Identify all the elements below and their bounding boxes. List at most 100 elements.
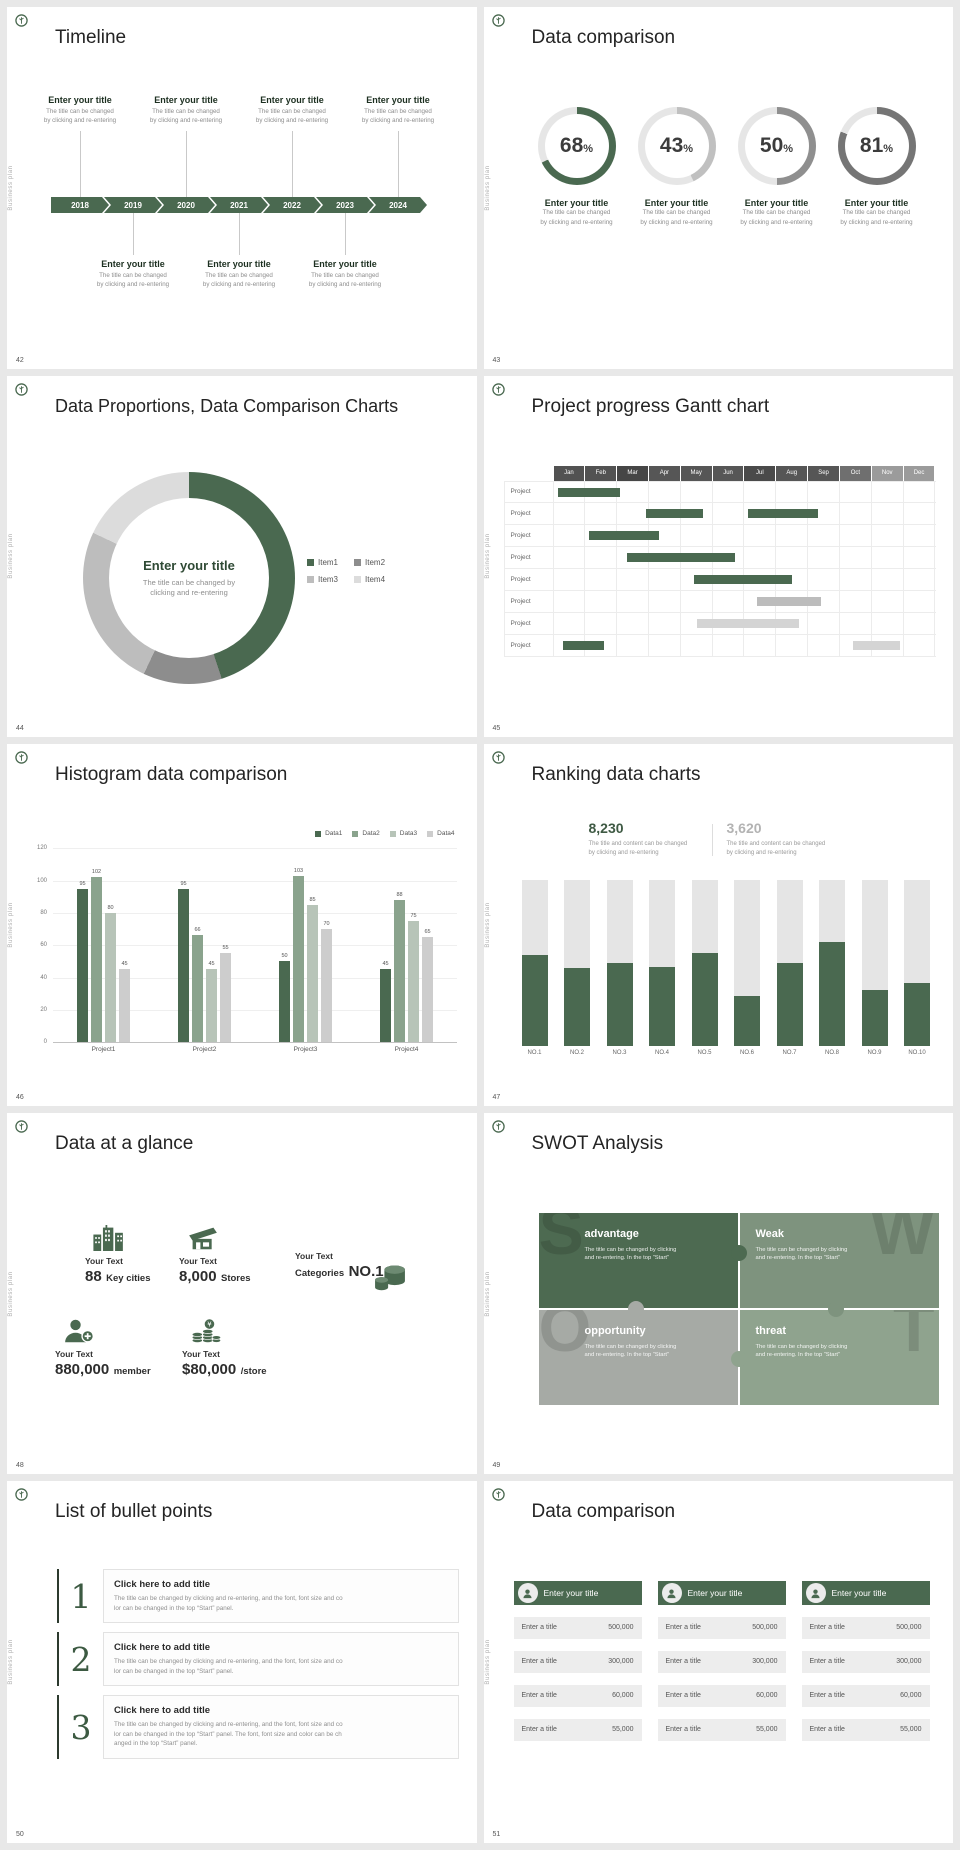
slide-47-ranking[interactable]: Business plan Ranking data charts 8,230 … — [483, 744, 953, 1106]
table-row: Enter a title 55,000 — [801, 1719, 930, 1742]
slide-50-bullets[interactable]: Business plan List of bullet points 1 Cli… — [7, 1481, 477, 1843]
gantt-cell — [649, 590, 681, 612]
swot-letter: W — [870, 1212, 935, 1269]
donut-item-desc: The title can be changed — [842, 209, 911, 216]
connector-line — [292, 131, 293, 197]
gantt-cell — [617, 612, 649, 634]
swot-desc-line: and re-entering. In the top “Start” — [755, 1351, 840, 1358]
legend-swatch — [315, 830, 322, 837]
gantt-cell — [776, 568, 809, 590]
gantt-cell — [649, 481, 681, 502]
glance-canvas: Your Text 88 Key cities Your Text 8,000 … — [7, 1113, 477, 1475]
gantt-cell — [617, 568, 649, 590]
slide-43-data-comparison[interactable]: Business plan Data comparison 68% Enter y… — [483, 7, 953, 369]
side-label: Business plan — [484, 902, 491, 948]
gantt-cell — [713, 481, 745, 502]
donut-center-desc: clicking and re-entering — [150, 587, 228, 597]
x-axis-label: NO.9 — [867, 1050, 882, 1057]
table-row: Enter a title 55,000 — [657, 1719, 786, 1742]
legend-swatch — [354, 558, 362, 566]
gantt-cell — [744, 546, 777, 568]
slide-42-timeline[interactable]: Business plan Timeline 2018 2019 2020 2021 2… — [7, 7, 477, 369]
timeline-year-segment: 2023 — [316, 197, 374, 213]
gantt-cell — [649, 612, 681, 634]
slide-45-gantt[interactable]: Business plan Project progress Gantt cha… — [483, 375, 953, 738]
legend-swatch — [427, 830, 434, 837]
puzzle-knob — [730, 1350, 747, 1367]
puzzle-knob — [627, 1300, 644, 1317]
slide-48-glance[interactable]: Business plan Data at a glance Your Text… — [7, 1112, 477, 1475]
row-label: Enter a title — [665, 1624, 701, 1632]
row-value: 500,000 — [608, 1624, 634, 1632]
slide-number: 46 — [16, 1093, 24, 1101]
slide-44-proportions[interactable]: Business plan Data Proportions, Data Com… — [7, 375, 477, 738]
timeline-item-title: Enter your title — [207, 259, 271, 269]
slide-51-data-comparison-tables[interactable]: Business plan Data comparison Enter your… — [483, 1481, 953, 1843]
gantt-cell — [776, 612, 809, 634]
row-value: 60,000 — [756, 1692, 778, 1700]
swot-heading: threat — [755, 1324, 787, 1337]
slide-title: Timeline — [55, 27, 127, 48]
bar-value-label: 66 — [194, 927, 201, 934]
x-axis-label: NO.3 — [612, 1050, 627, 1057]
slide-number: 48 — [16, 1462, 24, 1470]
swot-desc: The title can be changed by clicking and … — [585, 1343, 735, 1359]
stat-value-line: Categories NO.1 — [295, 1263, 425, 1281]
ranking-chart: NO.1 NO.2 NO.3 NO.4 NO.5 NO.6 NO.7 NO.8 NO.9 NO.1… — [514, 880, 939, 1056]
bar-track — [904, 880, 930, 1047]
gantt-row-label: Project — [503, 524, 554, 546]
logo-icon — [491, 1120, 505, 1133]
side-label: Business plan — [8, 533, 14, 579]
gantt-bar — [757, 596, 821, 606]
x-axis-label: Project2 — [192, 1046, 217, 1054]
bar-track — [564, 880, 590, 1047]
bar-value-label: 95 — [79, 880, 86, 887]
side-label: Business plan — [484, 165, 491, 211]
stat-unit: Key cities — [106, 1272, 151, 1284]
timeline-item-desc: by clicking and re-entering — [308, 280, 382, 288]
gantt-month: Feb — [585, 465, 617, 481]
legend-swatch — [354, 575, 362, 583]
stat-item-key-cities: Your Text 88 Key cities — [85, 1224, 197, 1286]
timeline-year-segment: 2021 — [210, 197, 268, 213]
table-row: Enter a title 500,000 — [657, 1617, 786, 1640]
chart-legend: Item1 Item2 Item3 Item4 — [307, 558, 385, 592]
swot-letter: O — [538, 1309, 592, 1366]
city-icon — [93, 1224, 123, 1251]
table-row: Enter a title 60,000 — [801, 1685, 930, 1708]
bar-value-label: 88 — [396, 891, 403, 898]
donut-item: 68% Enter your title The title can be chan… — [529, 107, 625, 227]
stat-value: 880,000 — [55, 1360, 110, 1378]
logo-icon — [491, 382, 505, 396]
x-axis-label: NO.1 — [527, 1050, 542, 1057]
bullet-number: 2 — [70, 1639, 92, 1679]
gantt-cell — [554, 568, 586, 590]
gantt-bar — [563, 640, 605, 650]
bar-fill — [904, 983, 930, 1047]
timeline-year-segment: 2019 — [104, 197, 162, 213]
donut-percent-sign: % — [883, 143, 894, 155]
row-value: 300,000 — [896, 1658, 922, 1666]
card-header-title: Enter your title — [543, 1588, 599, 1599]
connector-line — [239, 213, 240, 255]
stat-label: Your Text — [295, 1250, 333, 1261]
bullet-title: Click here to add title — [114, 1705, 211, 1717]
timeline-item-desc: by clicking and re-entering — [96, 280, 170, 288]
gantt-cell — [840, 568, 872, 590]
swot-desc: The title can be changed by clicking and … — [585, 1246, 735, 1262]
slide-46-histogram[interactable]: Business plan Histogram data comparison … — [7, 744, 477, 1106]
slide-title: Data comparison — [531, 1501, 676, 1523]
bar-fill — [564, 968, 590, 1047]
row-value: 55,000 — [900, 1726, 922, 1734]
slide-number: 51 — [492, 1831, 501, 1838]
timeline-item-desc: The title can be changed — [46, 108, 114, 115]
y-axis-tick: 60 — [40, 942, 47, 949]
legend-label: Item1 — [318, 557, 339, 567]
legend-item: Data1 — [315, 830, 342, 837]
timeline-canvas: 2018 2019 2020 2021 2022 2023 2024 Enter your t… — [7, 7, 477, 369]
row-value: 55,000 — [612, 1726, 634, 1734]
bar-track — [649, 880, 675, 1047]
gantt-month: Oct — [839, 465, 871, 481]
connector-line — [80, 131, 81, 197]
